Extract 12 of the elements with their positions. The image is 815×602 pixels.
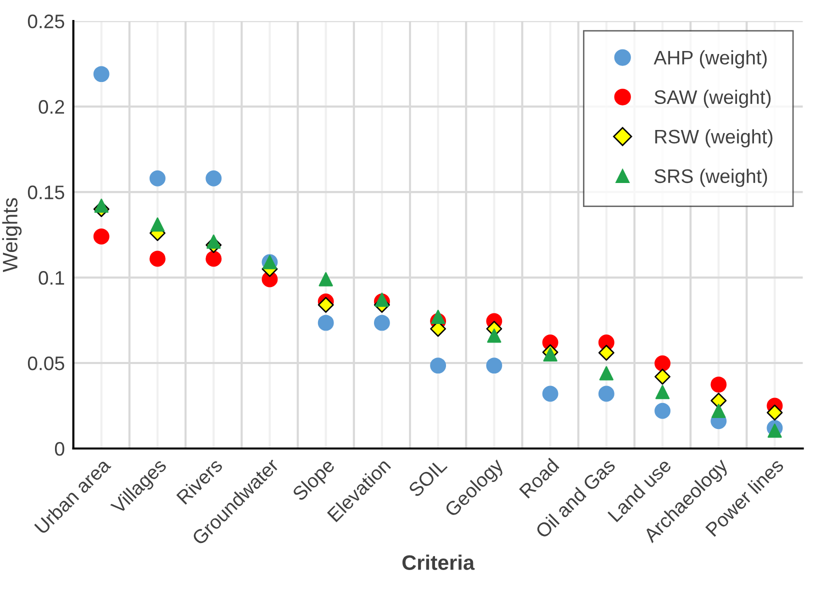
y-tick-label: 0.05 (28, 356, 64, 370)
y-tick-label: 0.1 (38, 270, 64, 285)
legend-label: SRS (weight) (654, 168, 768, 187)
y-tick-label: 0.25 (28, 14, 64, 28)
y-tick-label: 0.15 (28, 186, 64, 200)
legend-label: RSW (weight) (655, 129, 772, 148)
y-tick-label: 0 (54, 442, 64, 456)
y-tick-label: 0.2 (38, 100, 64, 114)
legend-label: SAW (weight) (654, 90, 771, 108)
legend-label: AHP (weight) (654, 50, 767, 68)
x-axis-title: Criteria (402, 554, 475, 570)
y-axis-title: Weights (2, 198, 22, 272)
